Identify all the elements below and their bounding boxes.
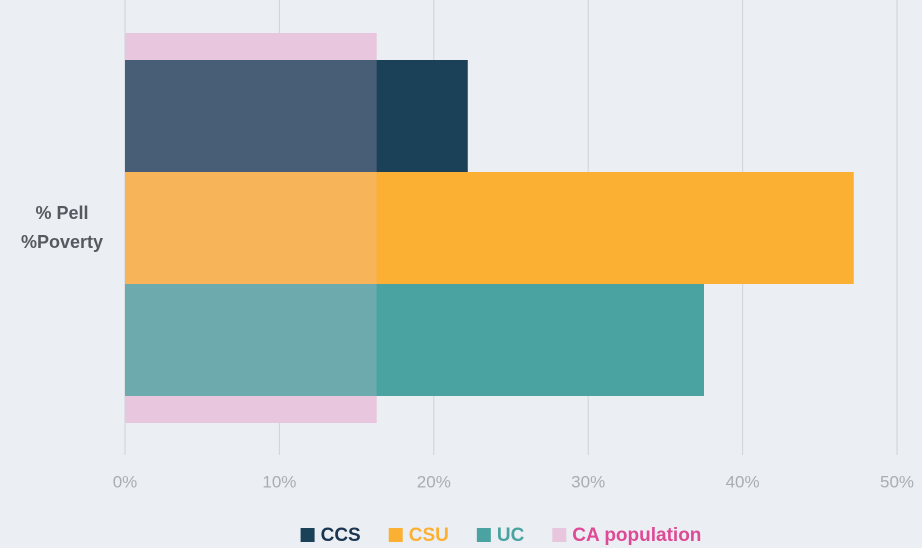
legend-label: CA population: [572, 525, 701, 546]
legend-label: UC: [497, 525, 525, 546]
x-tick-label: 10%: [262, 472, 296, 491]
legend-swatch: [388, 528, 403, 542]
legend-swatch: [552, 528, 567, 542]
bar: [125, 284, 704, 396]
y-category-label: % Pell: [35, 203, 88, 223]
legend-swatch: [476, 528, 491, 542]
x-tick-label: 20%: [417, 472, 451, 491]
x-tick-label: 50%: [880, 472, 914, 491]
y-category-label: %Poverty: [21, 232, 103, 252]
legend-label: CCS: [321, 525, 361, 546]
reference-bar-edge: [125, 33, 377, 60]
legend-swatch: [300, 528, 315, 542]
bar: [125, 172, 854, 284]
bar: [125, 60, 468, 172]
x-tick-label: 0%: [113, 472, 138, 491]
reference-bar: [125, 33, 377, 423]
x-tick-label: 30%: [571, 472, 605, 491]
legend-label: CSU: [409, 525, 449, 546]
reference-bar-edge: [125, 396, 377, 423]
x-tick-label: 40%: [726, 472, 760, 491]
